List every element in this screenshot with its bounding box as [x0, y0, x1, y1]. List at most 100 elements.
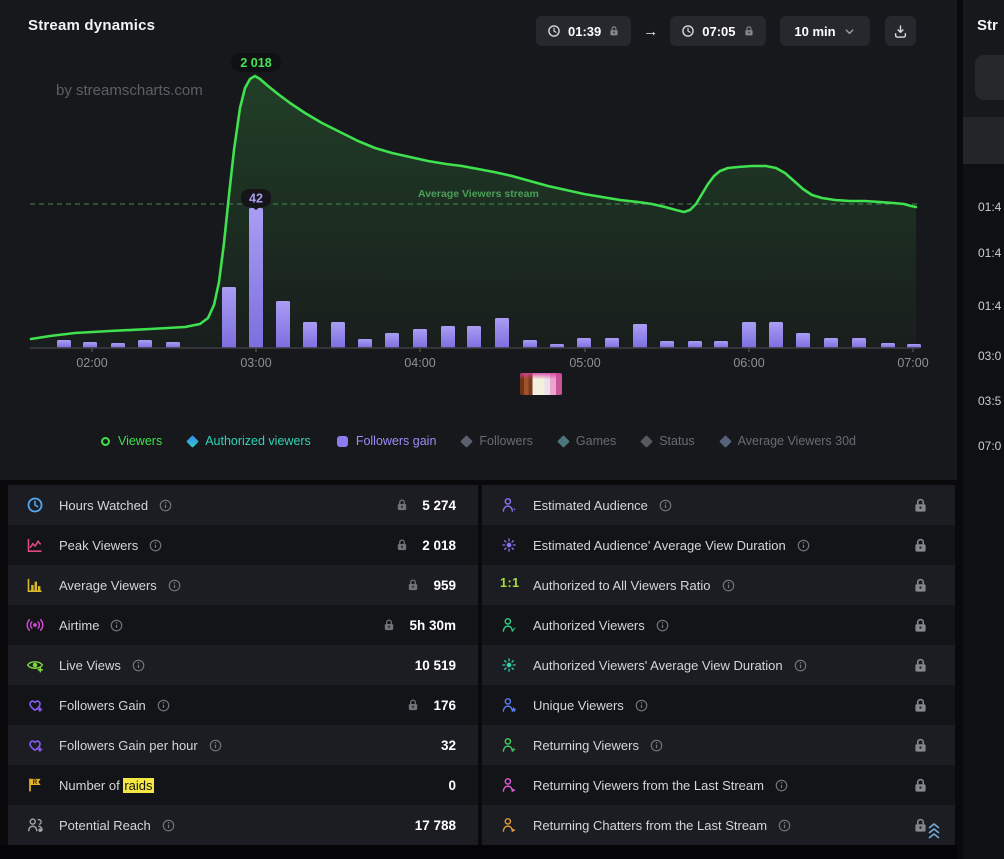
- stat-value: 176: [433, 697, 456, 713]
- followers-gain-bar[interactable]: [852, 338, 866, 348]
- followers-gain-bar[interactable]: [111, 343, 125, 348]
- page-title: Stream dynamics: [28, 17, 156, 34]
- legend-item-status[interactable]: Status: [640, 434, 695, 448]
- eyeplus-icon: [26, 656, 44, 674]
- followers-gain-bar[interactable]: [138, 340, 152, 348]
- followers-gain-bar[interactable]: [633, 324, 647, 348]
- download-icon: [894, 24, 906, 38]
- legend-label: Games: [575, 434, 617, 448]
- info-icon[interactable]: [793, 658, 808, 673]
- stat-value: 32: [440, 737, 456, 753]
- eye-radiate-icon: [500, 536, 518, 554]
- followers-gain-bar[interactable]: [796, 333, 810, 348]
- time-to-button[interactable]: 07:05: [670, 16, 766, 46]
- followers-gain-bar[interactable]: [249, 208, 263, 348]
- x-axis-tick-label: 04:00: [404, 356, 435, 370]
- followers-gain-bar[interactable]: [83, 342, 97, 348]
- followers-gain-bar[interactable]: [413, 329, 427, 348]
- followers-gain-bar[interactable]: [495, 318, 509, 348]
- lock-icon: [912, 817, 929, 834]
- legend-label: Authorized viewers: [205, 434, 311, 448]
- chart-area-fill: [31, 76, 916, 348]
- followers-gain-bar[interactable]: [57, 340, 71, 348]
- side-panel-time[interactable]: 01:4: [978, 200, 1002, 214]
- diamond-icon: [460, 434, 474, 448]
- download-button[interactable]: [884, 16, 916, 46]
- info-icon[interactable]: [148, 538, 163, 553]
- followers-gain-bar[interactable]: [166, 342, 180, 348]
- info-icon[interactable]: [131, 658, 146, 673]
- side-panel-time[interactable]: 03:5: [978, 394, 1002, 408]
- lock-icon: [743, 25, 755, 37]
- person-check-icon: ✓: [500, 616, 518, 634]
- watermark: by streamscharts.com: [56, 82, 203, 99]
- info-icon[interactable]: [156, 698, 171, 713]
- followers-gain-bar[interactable]: [907, 344, 921, 348]
- side-panel-time[interactable]: 01:4: [978, 299, 1002, 313]
- time-from-button[interactable]: 01:39: [536, 16, 632, 46]
- eye-radiate-icon: [500, 656, 518, 674]
- interval-dropdown[interactable]: 10 min: [779, 16, 870, 46]
- followers-gain-bar[interactable]: [523, 340, 537, 348]
- info-icon[interactable]: [649, 738, 664, 753]
- legend-item-authorized-viewers[interactable]: Authorized viewers: [186, 434, 311, 448]
- info-icon[interactable]: [634, 698, 649, 713]
- info-icon[interactable]: [777, 818, 792, 833]
- lock-icon: [912, 577, 929, 594]
- info-icon[interactable]: [774, 778, 789, 793]
- side-panel-time[interactable]: 07:0: [978, 439, 1002, 453]
- followers-gain-bar[interactable]: [714, 341, 728, 348]
- legend-item-viewers[interactable]: Viewers: [100, 434, 162, 448]
- stat-row-returning-chatters-from-the-last-stream: ▸ Returning Chatters from the Last Stream: [482, 805, 955, 845]
- followers-gain-bar[interactable]: [385, 333, 399, 348]
- followers-gain-bar[interactable]: [688, 341, 702, 348]
- followers-gain-bar[interactable]: [358, 339, 372, 348]
- legend-item-followers-gain[interactable]: Followers gain: [336, 434, 437, 448]
- legend-item-followers[interactable]: Followers: [460, 434, 533, 448]
- stat-row-authorized-viewers-average-view-duration: Authorized Viewers' Average View Duratio…: [482, 645, 955, 685]
- followers-gain-bar[interactable]: [441, 326, 455, 348]
- chart-axis: 02:00 03:00 04:00 05:00 06:00 07:00: [30, 347, 929, 370]
- info-icon[interactable]: [109, 618, 124, 633]
- followers-gain-bar[interactable]: [467, 326, 481, 348]
- legend-item-average-viewers-30d[interactable]: Average Viewers 30d: [718, 434, 856, 448]
- side-panel-button[interactable]: [975, 55, 1004, 100]
- info-icon[interactable]: [721, 578, 736, 593]
- ratio-icon: 1:1: [500, 576, 520, 590]
- info-icon[interactable]: [655, 618, 670, 633]
- info-icon[interactable]: [167, 578, 182, 593]
- info-icon[interactable]: [158, 498, 173, 513]
- side-panel-time[interactable]: 01:4: [978, 246, 1002, 260]
- followers-gain-bar[interactable]: [742, 322, 756, 348]
- stream-dynamics-chart[interactable]: Average Viewers stream 02:00 03:00 04:00 05…: [0, 40, 957, 430]
- stat-label: Authorized Viewers' Average View Duratio…: [533, 657, 783, 673]
- followers-gain-bar[interactable]: [660, 341, 674, 348]
- info-icon[interactable]: [796, 538, 811, 553]
- followers-gain-bar[interactable]: [577, 338, 591, 348]
- followers-gain-bar[interactable]: [222, 287, 236, 348]
- info-icon[interactable]: [161, 818, 176, 833]
- legend-item-games[interactable]: Games: [557, 434, 617, 448]
- followers-gain-bar[interactable]: [331, 322, 345, 348]
- legend-label: Followers gain: [355, 434, 437, 448]
- followers-gain-bar[interactable]: [276, 301, 290, 348]
- time-to-value: 07:05: [702, 23, 736, 39]
- stat-row-authorized-to-all-viewers-ratio: 1:1 Authorized to All Viewers Ratio: [482, 565, 955, 605]
- side-panel-time[interactable]: 03:0: [978, 349, 1002, 363]
- stat-label: Estimated Audience' Average View Duratio…: [533, 537, 786, 553]
- diamond-icon: [557, 434, 570, 448]
- stat-row-hours-watched: Hours Watched 5 274: [8, 485, 478, 525]
- interval-value: 10 min: [794, 23, 836, 39]
- game-thumbnail[interactable]: [520, 373, 562, 395]
- info-icon[interactable]: [208, 738, 223, 753]
- info-icon[interactable]: [658, 498, 673, 513]
- followers-gain-bar[interactable]: [303, 322, 317, 348]
- followers-gain-bar[interactable]: [824, 338, 838, 348]
- followers-gain-bar[interactable]: [769, 322, 783, 348]
- followers-gain-bar[interactable]: [550, 344, 564, 348]
- scroll-to-top-button[interactable]: [926, 820, 942, 840]
- followers-gain-bar[interactable]: [881, 343, 895, 348]
- followers-gain-bar[interactable]: [605, 338, 619, 348]
- clock-icon: [26, 496, 44, 514]
